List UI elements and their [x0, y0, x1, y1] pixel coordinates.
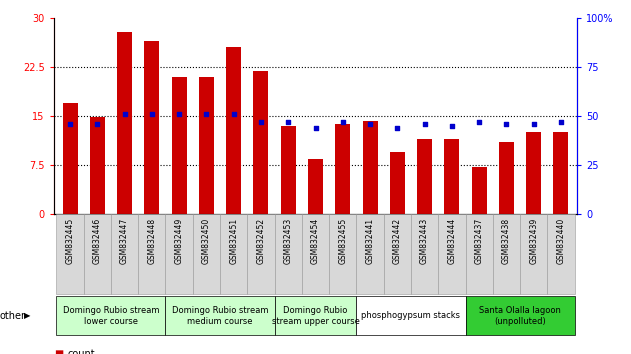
Point: [283, 119, 293, 125]
FancyBboxPatch shape: [220, 214, 247, 294]
FancyBboxPatch shape: [547, 214, 575, 294]
Point: [92, 121, 102, 127]
Text: GSM832438: GSM832438: [502, 218, 511, 264]
FancyBboxPatch shape: [56, 214, 84, 294]
FancyBboxPatch shape: [192, 214, 220, 294]
Text: GSM832446: GSM832446: [93, 218, 102, 264]
Text: Domingo Rubio stream
lower course: Domingo Rubio stream lower course: [62, 306, 159, 326]
Bar: [226, 47, 241, 214]
Bar: [144, 41, 160, 214]
FancyBboxPatch shape: [247, 214, 274, 294]
Point: [392, 125, 403, 131]
Text: GSM832442: GSM832442: [393, 218, 402, 264]
Bar: [62, 103, 78, 214]
FancyBboxPatch shape: [439, 214, 466, 294]
Bar: [281, 126, 296, 214]
FancyBboxPatch shape: [411, 214, 439, 294]
Point: [474, 119, 484, 125]
FancyBboxPatch shape: [384, 214, 411, 294]
Bar: [390, 152, 405, 214]
Bar: [172, 76, 187, 214]
FancyBboxPatch shape: [329, 214, 357, 294]
Point: [447, 123, 457, 129]
Text: GSM832455: GSM832455: [338, 218, 347, 264]
Text: GSM832450: GSM832450: [202, 218, 211, 264]
Bar: [117, 32, 132, 214]
Text: ▶: ▶: [24, 312, 30, 320]
FancyBboxPatch shape: [138, 214, 165, 294]
FancyBboxPatch shape: [111, 214, 138, 294]
Text: Santa Olalla lagoon
(unpolluted): Santa Olalla lagoon (unpolluted): [479, 306, 561, 326]
Bar: [90, 117, 105, 214]
FancyBboxPatch shape: [520, 214, 547, 294]
Bar: [308, 159, 323, 214]
FancyBboxPatch shape: [56, 296, 165, 336]
Text: other: other: [0, 311, 26, 321]
FancyBboxPatch shape: [84, 214, 111, 294]
Text: GSM832444: GSM832444: [447, 218, 456, 264]
FancyBboxPatch shape: [357, 214, 384, 294]
FancyBboxPatch shape: [302, 214, 329, 294]
FancyBboxPatch shape: [493, 214, 520, 294]
FancyBboxPatch shape: [357, 296, 466, 336]
Bar: [335, 125, 350, 214]
FancyBboxPatch shape: [466, 214, 493, 294]
Bar: [499, 142, 514, 214]
Point: [529, 121, 539, 127]
FancyBboxPatch shape: [165, 214, 192, 294]
Text: GSM832447: GSM832447: [120, 218, 129, 264]
Text: GSM832445: GSM832445: [66, 218, 74, 264]
Bar: [199, 76, 214, 214]
Text: ■: ■: [54, 349, 63, 354]
FancyBboxPatch shape: [466, 296, 575, 336]
Text: GSM832448: GSM832448: [147, 218, 156, 264]
Text: GSM832453: GSM832453: [284, 218, 293, 264]
Text: Domingo Rubio
stream upper course: Domingo Rubio stream upper course: [271, 306, 360, 326]
FancyBboxPatch shape: [274, 214, 302, 294]
Text: GSM832451: GSM832451: [229, 218, 238, 264]
Text: count: count: [68, 349, 95, 354]
Point: [174, 111, 184, 117]
Text: Domingo Rubio stream
medium course: Domingo Rubio stream medium course: [172, 306, 268, 326]
Text: GSM832454: GSM832454: [311, 218, 320, 264]
Point: [201, 111, 211, 117]
Text: GSM832441: GSM832441: [365, 218, 375, 264]
Point: [228, 111, 239, 117]
Point: [365, 121, 375, 127]
Point: [256, 119, 266, 125]
Point: [338, 119, 348, 125]
Text: GSM832443: GSM832443: [420, 218, 429, 264]
Point: [310, 125, 321, 131]
Text: GSM832439: GSM832439: [529, 218, 538, 264]
Point: [147, 111, 157, 117]
Bar: [444, 139, 459, 214]
Bar: [471, 167, 487, 214]
Text: GSM832440: GSM832440: [557, 218, 565, 264]
Point: [119, 111, 129, 117]
FancyBboxPatch shape: [165, 296, 274, 336]
Point: [556, 119, 566, 125]
Bar: [553, 132, 569, 214]
Text: GSM832449: GSM832449: [175, 218, 184, 264]
Bar: [254, 72, 268, 214]
Text: GSM832452: GSM832452: [256, 218, 266, 264]
Bar: [363, 120, 377, 214]
FancyBboxPatch shape: [274, 296, 357, 336]
Text: phosphogypsum stacks: phosphogypsum stacks: [362, 312, 461, 320]
Point: [502, 121, 512, 127]
Point: [420, 121, 430, 127]
Bar: [417, 139, 432, 214]
Bar: [526, 132, 541, 214]
Text: GSM832437: GSM832437: [475, 218, 484, 264]
Point: [65, 121, 75, 127]
